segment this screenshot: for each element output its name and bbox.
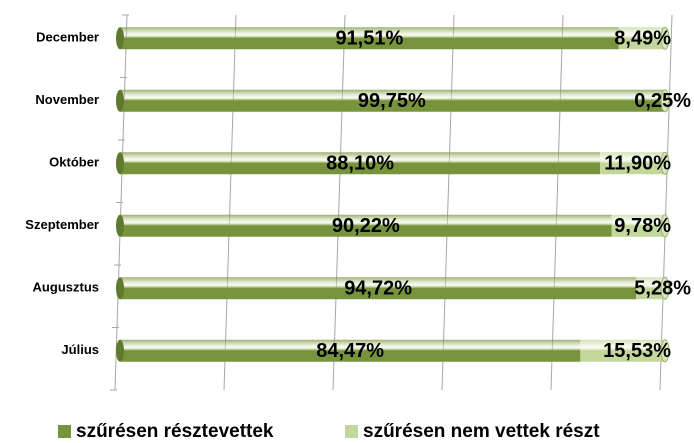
bar-end xyxy=(660,89,670,113)
value-label: 88,10% xyxy=(326,153,394,175)
value-label: 8,49% xyxy=(614,28,671,50)
bar-segment xyxy=(600,152,665,175)
bar-cap xyxy=(116,214,124,237)
value-label: 99,75% xyxy=(358,90,426,112)
bar-segment xyxy=(120,152,601,175)
bar-segment xyxy=(636,277,665,300)
legend-label: szűrésen nem vettek részt xyxy=(363,421,600,442)
category-label: Október xyxy=(49,155,99,170)
category-label: Szeptember xyxy=(25,217,99,232)
bar-segment xyxy=(618,27,665,50)
value-label: 0,25% xyxy=(634,90,691,112)
value-label: 94,72% xyxy=(344,278,412,300)
value-label: 11,90% xyxy=(604,153,671,175)
legend-label: szűrésen résztevettek xyxy=(76,421,274,442)
bar-cap xyxy=(116,152,124,175)
category-label: Július xyxy=(61,342,99,357)
bar-segment xyxy=(120,89,664,112)
value-label: 5,28% xyxy=(634,278,691,300)
value-label: 91,51% xyxy=(335,28,403,50)
legend-swatch xyxy=(345,425,358,438)
bar-cap xyxy=(116,89,124,112)
value-label: 15,53% xyxy=(603,340,671,362)
category-label: November xyxy=(35,92,99,107)
bar-segment xyxy=(580,339,665,362)
legend-swatch xyxy=(58,425,71,438)
category-label: Augusztus xyxy=(33,280,99,295)
bar-end xyxy=(660,339,670,363)
value-label: 84,47% xyxy=(316,340,384,362)
bar-end xyxy=(660,214,670,238)
bar-end xyxy=(660,276,670,300)
value-label: 9,78% xyxy=(614,215,671,237)
bar-segment xyxy=(611,214,665,237)
bar-cap xyxy=(116,339,124,362)
grid-line xyxy=(332,14,346,391)
grid-line xyxy=(223,14,237,391)
bar-segment xyxy=(120,27,619,50)
value-label: 90,22% xyxy=(332,215,400,237)
bar-cap xyxy=(116,277,124,300)
grid-line xyxy=(550,14,564,391)
grid-line xyxy=(441,14,455,391)
category-label: December xyxy=(36,30,99,45)
bar-cap xyxy=(116,27,124,50)
bar-segment xyxy=(120,277,637,300)
bar-segment xyxy=(120,339,581,362)
grid-line xyxy=(659,14,673,391)
bar-end xyxy=(660,151,670,175)
bar-end xyxy=(660,26,670,50)
bar-segment xyxy=(120,214,612,237)
